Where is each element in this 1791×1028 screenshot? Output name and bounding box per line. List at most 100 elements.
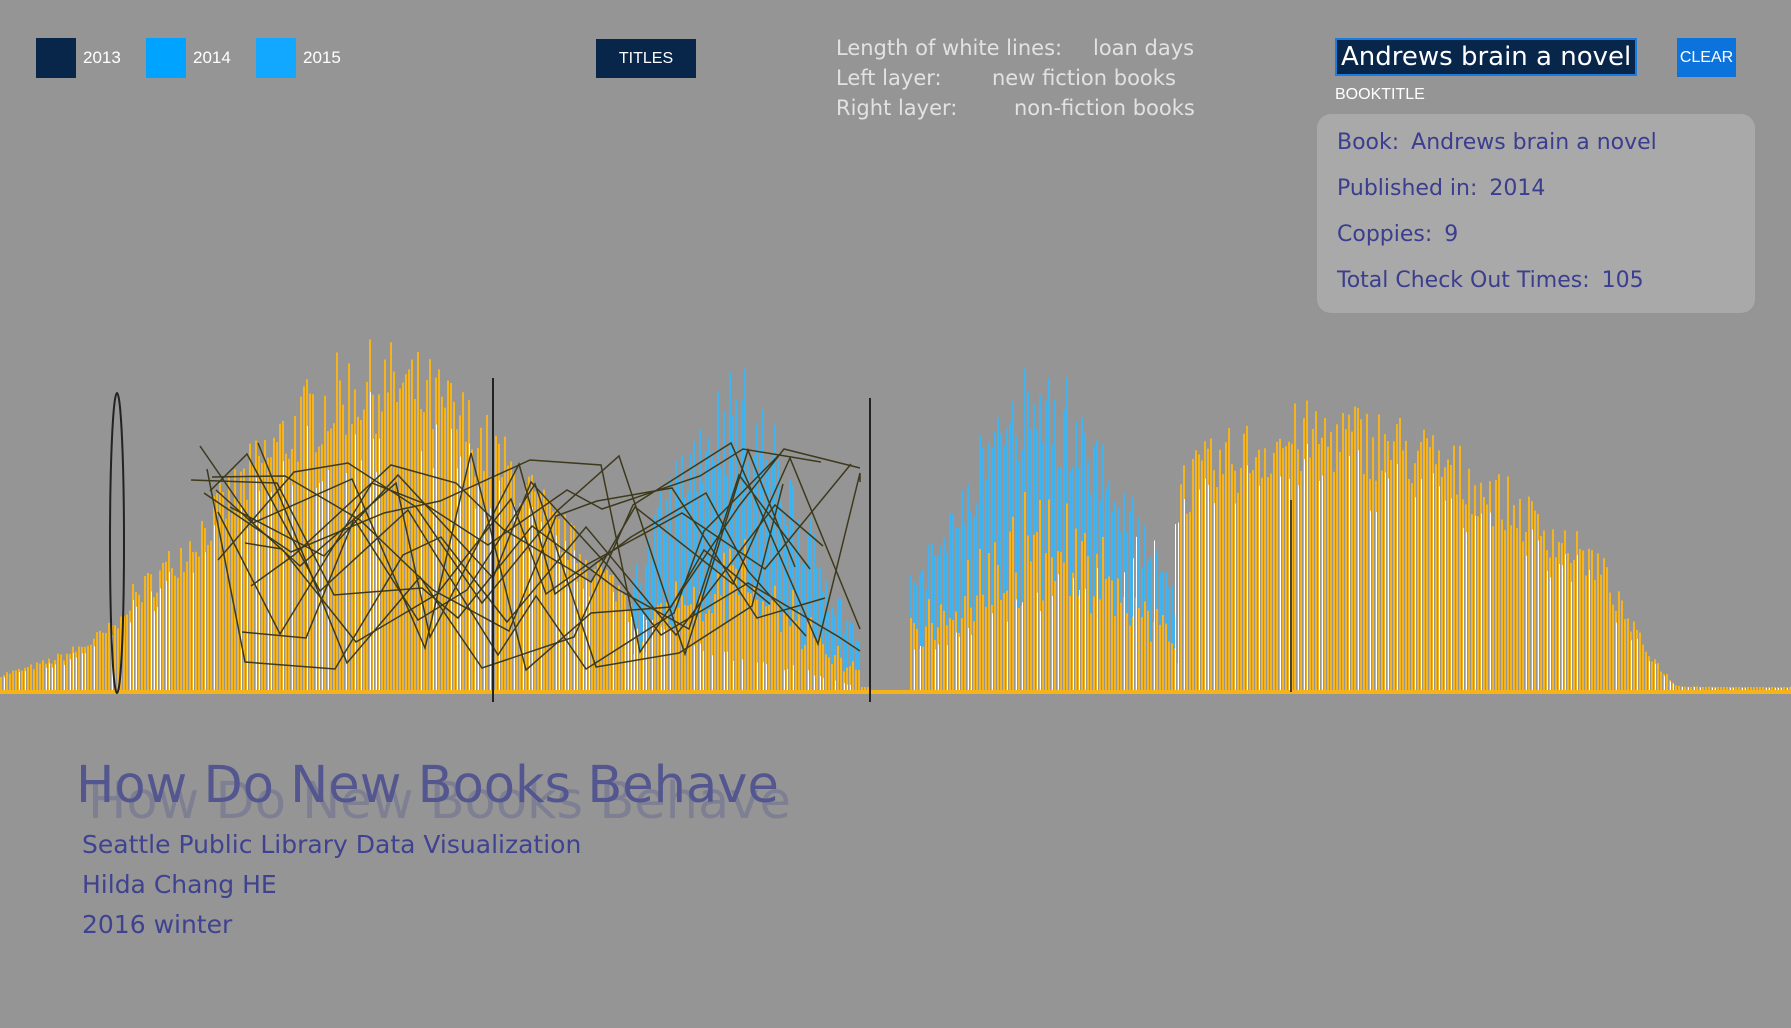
loan-bar <box>937 555 939 690</box>
loan-bar <box>807 622 809 690</box>
loan-bar <box>744 539 746 690</box>
loan-bar <box>1270 473 1272 690</box>
loan-visualization[interactable] <box>0 300 1791 710</box>
loan-bar <box>1184 499 1185 690</box>
detail-published-value: 2014 <box>1489 176 1546 201</box>
detail-published-key: Published in: <box>1337 176 1478 201</box>
loan-bar <box>396 402 398 690</box>
loan-bar <box>768 605 770 690</box>
loan-bar <box>949 513 951 690</box>
loan-bar <box>1192 459 1194 690</box>
loan-bar <box>808 670 809 690</box>
loan-bar <box>1655 663 1656 690</box>
loan-bar <box>1102 536 1104 690</box>
loan-bar <box>478 484 479 690</box>
loan-bar <box>348 363 350 690</box>
loan-bar <box>693 441 695 690</box>
loan-bar <box>1195 450 1197 690</box>
detail-copies-value: 9 <box>1444 222 1459 247</box>
loan-bar <box>714 593 716 690</box>
loan-bar <box>279 423 281 690</box>
loan-bar <box>1645 651 1647 690</box>
loan-bar <box>657 605 659 690</box>
loan-bar <box>843 671 845 690</box>
book-title-input[interactable] <box>1335 38 1637 76</box>
loan-bar <box>1492 526 1494 690</box>
loan-bar <box>1042 600 1044 690</box>
loan-bar <box>529 508 530 690</box>
loan-bar <box>207 544 209 690</box>
loan-bar <box>507 465 509 690</box>
loan-bar <box>171 568 173 690</box>
loan-bar <box>457 468 458 690</box>
loan-bar <box>849 666 851 690</box>
loan-bar <box>510 461 512 690</box>
loan-bar <box>1486 504 1488 690</box>
loan-bar <box>205 552 206 690</box>
loan-bar <box>1280 476 1281 690</box>
legend-item-2014[interactable]: 2014 <box>146 38 231 78</box>
loan-bar <box>810 518 812 690</box>
loan-bar <box>1408 479 1410 690</box>
legend-item-2015[interactable]: 2015 <box>256 38 341 78</box>
loan-bar <box>1105 578 1107 690</box>
loan-bar <box>1129 511 1131 690</box>
legend-item-2013[interactable]: 2013 <box>36 38 121 78</box>
loan-bar <box>264 439 266 690</box>
loan-bar <box>309 393 311 690</box>
loan-bar <box>1781 688 1782 690</box>
loan-bar <box>787 669 788 690</box>
loan-bar <box>1033 534 1035 690</box>
loan-bar <box>583 588 584 690</box>
loan-bar <box>1673 683 1674 690</box>
loan-bar <box>783 510 785 690</box>
loan-bar <box>1264 448 1266 690</box>
loan-bar <box>117 628 119 690</box>
loan-bar <box>1363 474 1365 690</box>
loan-bar <box>1603 558 1605 690</box>
loan-bar <box>1159 624 1161 690</box>
detail-book-value: Andrews brain a novel <box>1411 130 1657 155</box>
loan-bar <box>657 507 659 690</box>
loan-bar <box>501 477 503 690</box>
loan-bar <box>609 574 611 690</box>
loan-bar <box>1696 686 1698 690</box>
loan-bar <box>753 456 755 690</box>
loan-bar <box>351 424 353 690</box>
loan-bar <box>1753 687 1755 690</box>
loan-bar <box>1385 472 1386 690</box>
loan-bar <box>1510 525 1512 690</box>
loan-bar <box>1738 687 1740 690</box>
loan-bar <box>759 449 761 690</box>
loan-bar <box>961 618 963 690</box>
titles-button[interactable]: TITLES <box>596 39 696 78</box>
loan-bar <box>462 392 464 690</box>
loan-bar <box>76 657 77 690</box>
loan-bar <box>741 563 743 690</box>
loan-bar <box>1252 470 1254 690</box>
loan-bar <box>39 663 41 690</box>
loan-bar <box>703 650 704 690</box>
loan-bar <box>694 645 695 690</box>
loan-bar <box>774 585 776 690</box>
loan-bar <box>1690 686 1692 690</box>
loan-bar <box>1111 580 1113 690</box>
loan-bar <box>1756 687 1758 690</box>
loan-bar <box>60 654 62 690</box>
loan-bar <box>837 645 839 690</box>
loan-bar <box>1468 468 1470 690</box>
loan-bar <box>1747 687 1749 690</box>
loan-bar <box>561 551 563 690</box>
loan-bar <box>681 595 683 690</box>
loan-bar <box>955 526 957 690</box>
loan-bar <box>828 610 830 690</box>
clear-button[interactable]: CLEAR <box>1677 38 1736 77</box>
loan-bar <box>480 427 482 690</box>
loan-bar <box>705 613 707 690</box>
loan-bar <box>6 672 8 690</box>
loan-bar <box>1225 442 1227 690</box>
loan-bar <box>852 661 854 690</box>
loan-bar <box>1688 687 1689 690</box>
loan-bar <box>1349 455 1350 690</box>
loan-bar <box>1376 512 1377 690</box>
